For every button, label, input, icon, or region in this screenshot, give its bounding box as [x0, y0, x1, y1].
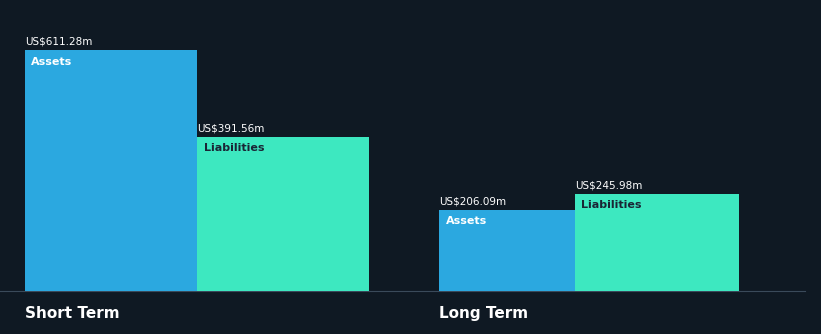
- Text: US$611.28m: US$611.28m: [25, 37, 92, 47]
- Text: US$206.09m: US$206.09m: [439, 196, 507, 206]
- Bar: [25, 50, 197, 291]
- Text: Liabilities: Liabilities: [204, 143, 264, 153]
- Text: Liabilities: Liabilities: [581, 200, 642, 210]
- Text: Assets: Assets: [446, 216, 487, 226]
- Text: US$391.56m: US$391.56m: [197, 123, 264, 133]
- Bar: [439, 209, 575, 291]
- Text: Assets: Assets: [31, 57, 72, 67]
- Text: Short Term: Short Term: [25, 306, 119, 321]
- Text: Long Term: Long Term: [439, 306, 529, 321]
- Bar: [197, 137, 369, 291]
- Bar: [575, 194, 739, 291]
- Text: US$245.98m: US$245.98m: [575, 180, 642, 190]
